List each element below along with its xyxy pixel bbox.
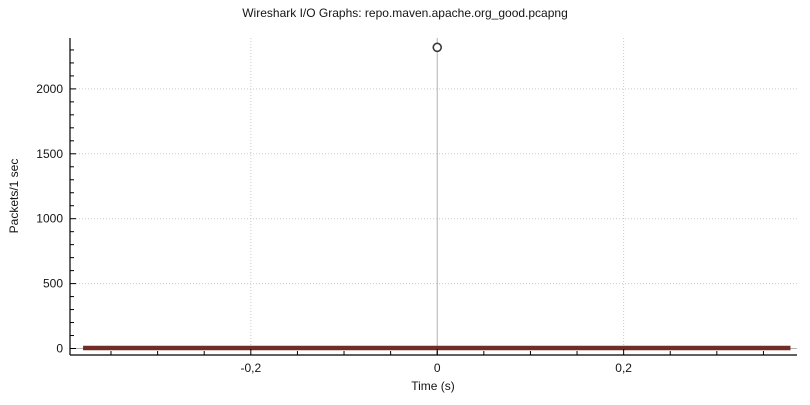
axis-ticks [70,49,764,355]
y-tick-label: 1000 [36,212,63,226]
axes [69,38,797,356]
zero-lines [70,38,797,355]
data-point-marker-spike-point[interactable] [432,42,443,53]
x-axis-label: Time (s) [411,379,455,393]
y-tick-label: 2000 [36,82,63,96]
gridlines [70,38,797,355]
chart-title: Wireshark I/O Graphs: repo.maven.apache.… [242,6,568,20]
data-markers [432,42,443,53]
x-tick-label: 0,2 [615,361,632,375]
y-tick-label: 0 [56,342,63,356]
y-tick-label: 500 [43,277,63,291]
x-tick-label: -0,2 [240,361,261,375]
tick-labels: -0,2 0 0,2 0 500 1000 1500 2000 [36,82,632,375]
x-tick-label: 0 [434,361,441,375]
y-tick-label: 1500 [36,147,63,161]
